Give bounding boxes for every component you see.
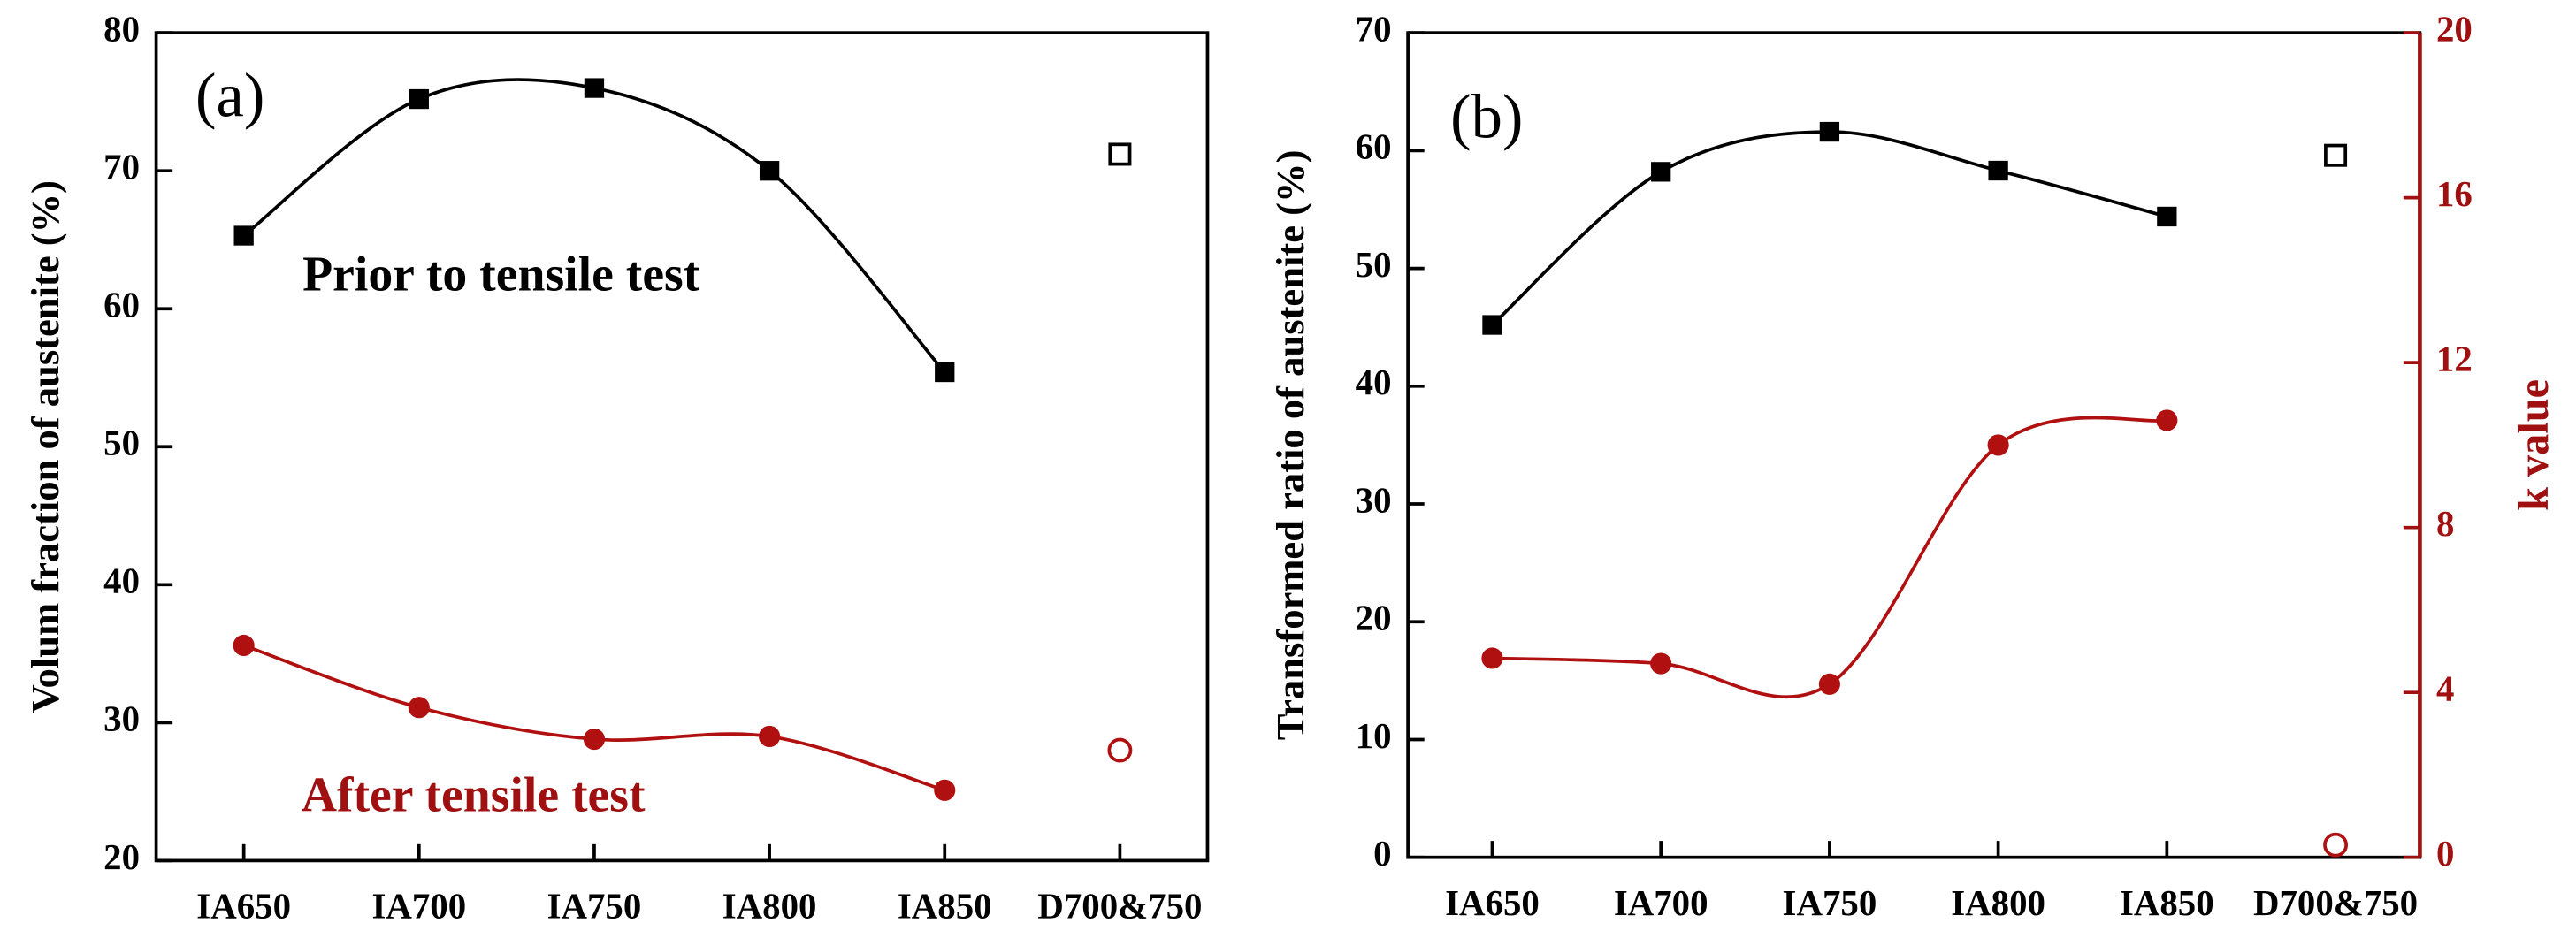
x-tick-label: IA700 [371,887,466,927]
y2-tick-label: 0 [2436,834,2454,874]
marker [759,725,781,748]
plot-frame [1406,31,2422,859]
marker [583,729,606,751]
y-tick-label: 80 [103,10,140,50]
marker [1988,160,2008,181]
x-tick-label: IA700 [1614,883,1708,923]
marker [1818,673,1840,695]
marker [934,779,956,801]
y2-tick-label: 16 [2436,174,2473,214]
x-tick-label: IA800 [1951,883,2045,923]
marker [584,78,605,98]
marker [2324,143,2348,167]
marker [1987,434,2009,456]
marker [1107,737,1133,763]
marker [1481,647,1503,669]
y-tick-label: 40 [103,561,140,601]
x-tick-label: D700&750 [1037,887,1202,927]
y2-tick-label: 8 [2436,504,2454,544]
y-tick-label: 60 [1356,127,1392,167]
y-tick-label: 20 [1356,599,1392,638]
annotation: Prior to tensile test [302,248,700,302]
marker [409,88,429,110]
marker [935,362,955,383]
marker [408,697,430,719]
marker [1819,121,1840,142]
x-tick-label: D700&750 [2253,883,2418,923]
y2-tick-label: 12 [2436,339,2473,379]
panel-label: (a) [195,61,264,130]
x-tick-label: IA850 [2120,883,2214,923]
x-tick-label: IA750 [1783,883,1877,923]
panel-label: (b) [1450,83,1523,152]
y-tick-label: 50 [103,423,140,463]
y-tick-label: 40 [1356,362,1392,402]
marker [1108,142,1132,166]
x-tick-label: IA800 [722,887,817,927]
y2-tick-label: 20 [2436,10,2473,50]
y2-axis-label: k value [2511,379,2557,511]
marker [1482,315,1502,335]
marker [759,161,780,181]
x-tick-label: IA750 [547,887,642,927]
y-axis-label: Volum fraction of austenite (%) [23,180,67,713]
y-tick-label: 0 [1373,834,1391,874]
y2-tick-label: 4 [2436,669,2454,709]
annotation: After tensile test [302,767,646,822]
y-tick-label: 70 [1356,10,1392,50]
y-tick-label: 20 [103,837,140,877]
series-line [1491,130,2167,326]
series-line [242,78,946,374]
y-tick-label: 60 [103,286,140,325]
x-tick-label: IA650 [196,887,291,927]
marker [233,634,255,657]
marker [2156,409,2178,431]
marker [1650,652,1672,675]
marker [233,225,254,246]
y-tick-label: 10 [1356,716,1392,756]
marker [2157,206,2177,227]
marker [1651,162,1671,182]
x-tick-label: IA650 [1445,883,1540,923]
y-tick-label: 30 [103,699,140,739]
series-line [1492,416,2167,699]
y-tick-label: 30 [1356,480,1392,520]
y-tick-label: 70 [103,148,140,187]
marker [2323,832,2348,858]
y-tick-label: 50 [1356,245,1392,285]
y-axis-label: Transformed ratio of austenite (%) [1268,150,1312,741]
x-tick-label: IA850 [898,887,992,927]
